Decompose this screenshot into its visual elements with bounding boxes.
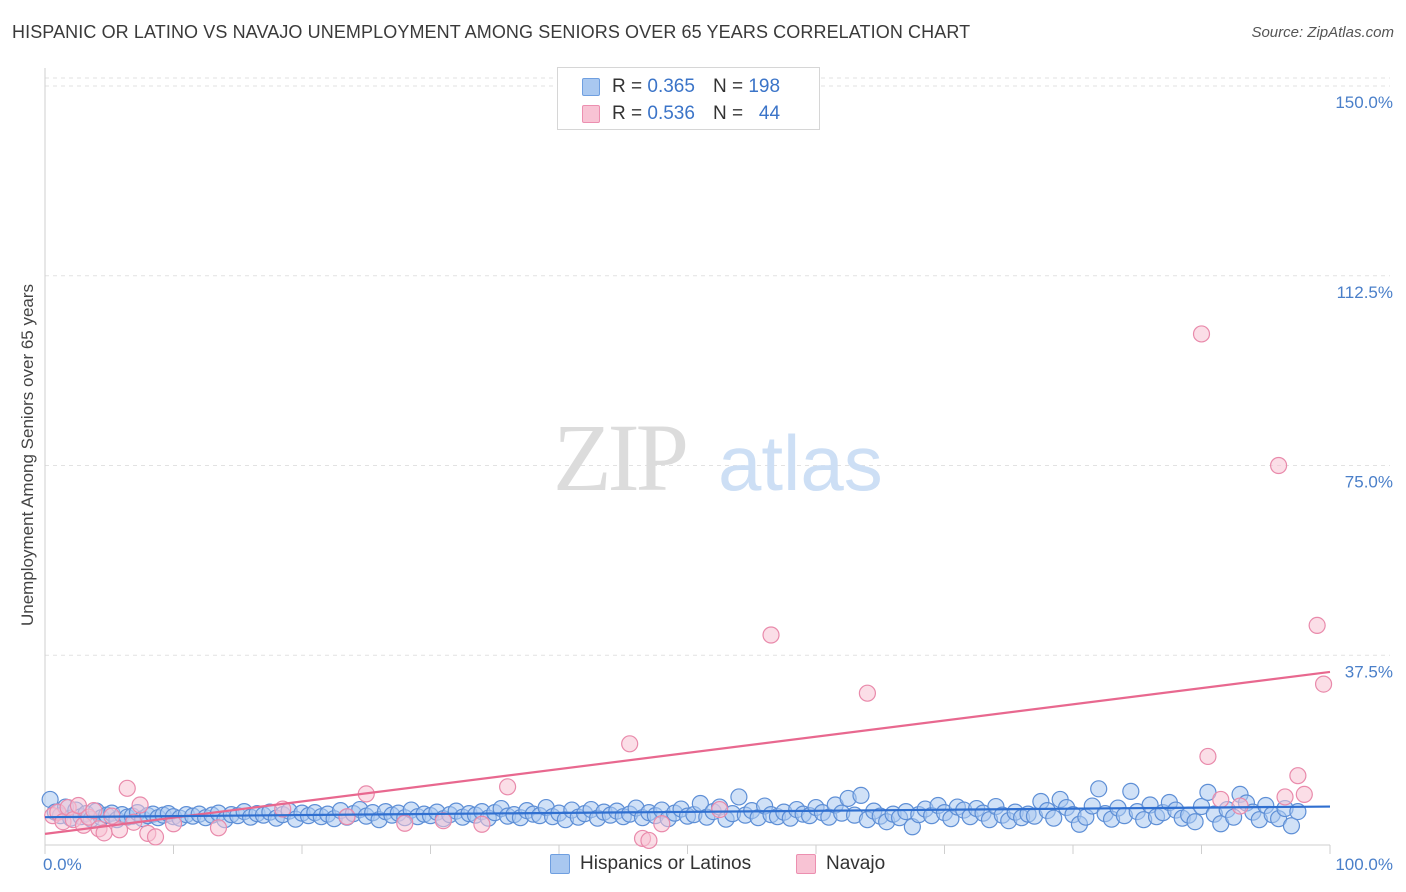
y-tick-label: 112.5% (1337, 283, 1393, 302)
y-tick-labels: 37.5% 75.0% 112.5% 150.0% (1335, 93, 1393, 681)
source-label: Source: ZipAtlas.com (1251, 24, 1394, 41)
legend-r-label: R = (612, 103, 643, 124)
y-tick-label: 37.5% (1345, 662, 1393, 681)
legend-row-navajo: R = 0.536 N = 44 (582, 103, 780, 125)
hispanic-point (1045, 809, 1063, 827)
hispanic-point (1090, 780, 1108, 798)
y-tick-label: 150.0% (1335, 93, 1393, 112)
navajo-point (1289, 767, 1307, 785)
navajo-point (1308, 616, 1326, 634)
navajo-point (499, 778, 517, 796)
navajo-point (858, 684, 877, 702)
navajo-point (1212, 790, 1230, 809)
navajo-points (44, 325, 1333, 850)
navajo-point (434, 812, 452, 830)
hispanic-point (1122, 782, 1140, 800)
navajo-point (711, 800, 729, 819)
hispanic-point (730, 788, 748, 806)
navajo-point (209, 819, 228, 837)
bottom-swatch-hispanic (550, 854, 570, 874)
y-tick-label: 75.0% (1345, 473, 1393, 492)
bottom-legend-label-hispanic: Hispanics or Latinos (580, 853, 752, 874)
navajo-point (1269, 456, 1288, 475)
navajo-point (621, 735, 639, 753)
navajo-point (69, 796, 88, 815)
legend-n-value: 44 (758, 103, 781, 124)
grid-lines (45, 77, 1390, 656)
legend-n-label: N = (712, 103, 744, 124)
bottom-legend-navajo: Navajo (796, 851, 885, 877)
navajo-point (1192, 325, 1211, 343)
watermark: ZIP atlas (553, 404, 883, 511)
x-tick-label: 0.0% (43, 855, 82, 874)
hispanic-point (852, 786, 870, 805)
legend-row-hispanic: R = 0.365 N = 198 (582, 76, 780, 98)
navajo-point (131, 796, 149, 814)
navajo-trend-line (44, 670, 1331, 835)
navajo-point (338, 808, 356, 826)
legend-swatch-navajo (582, 105, 600, 123)
legend-r-label: R = (612, 76, 643, 97)
navajo-point (1295, 785, 1313, 804)
hispanic-trend-line (44, 805, 1331, 819)
legend-r-value: 0.536 (647, 103, 695, 124)
hispanic-point (1083, 797, 1101, 815)
bottom-swatch-navajo (796, 854, 816, 874)
navajo-point (473, 815, 491, 833)
trend-lines (44, 670, 1331, 835)
bottom-legend-hispanic: Hispanics or Latinos (550, 851, 751, 877)
navajo-point (1199, 747, 1217, 766)
legend-swatch-hispanic (582, 78, 600, 96)
watermark-zip: ZIP (553, 404, 686, 511)
navajo-point (146, 828, 165, 846)
hispanic-point (1282, 817, 1301, 835)
navajo-point (653, 815, 671, 833)
x-tick-label: 100.0% (1335, 855, 1393, 874)
navajo-point (85, 801, 103, 820)
navajo-point (640, 831, 658, 850)
bottom-legend-label-navajo: Navajo (826, 853, 886, 874)
legend-r-value: 0.365 (647, 76, 695, 97)
watermark-atlas: atlas (718, 419, 883, 507)
correlation-legend: R = 0.365 N = 198 R = 0.536 N = 44 (557, 67, 820, 130)
hispanic-point (1186, 813, 1204, 831)
chart-title: HISPANIC OR LATINO VS NAVAJO UNEMPLOYMEN… (12, 22, 971, 42)
axes (44, 68, 1331, 854)
y-axis-title: Unemployment Among Seniors over 65 years (18, 284, 37, 626)
navajo-point (118, 779, 136, 797)
navajo-point (762, 626, 780, 644)
legend-n-label: N = (712, 76, 744, 97)
navajo-point (396, 814, 414, 832)
x-tick-labels: 0.0% 100.0% (43, 855, 1393, 874)
navajo-point (1231, 797, 1249, 815)
navajo-point (1314, 675, 1333, 693)
legend-n-value: 198 (748, 76, 781, 97)
navajo-point (1276, 788, 1294, 806)
